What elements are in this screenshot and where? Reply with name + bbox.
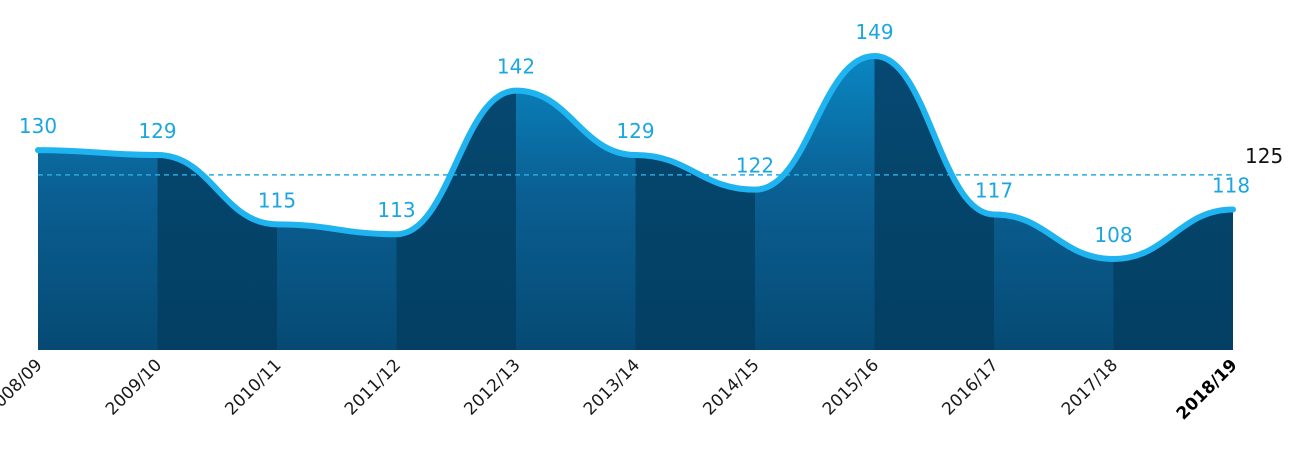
data-labels: 130 129 115 113 142 129 122 149 117 108 118 [19, 20, 1250, 247]
series-line [35, 53, 1236, 262]
data-label-2010-11: 115 [258, 188, 296, 212]
data-label-2015-16: 149 [855, 20, 893, 44]
x-tick-label-2016-17: 2016/17 [938, 355, 1002, 419]
x-tick-label-2015-16: 2015/16 [819, 355, 883, 419]
x-tick-label-2017-18: 2017/18 [1058, 355, 1122, 419]
x-tick-label-2014-15: 2014/15 [699, 355, 763, 419]
data-label-2011-12: 113 [377, 198, 415, 222]
data-label-2012-13: 142 [497, 55, 535, 79]
data-label-2008-09: 130 [19, 114, 57, 138]
reference-label: 125 [1245, 144, 1283, 168]
data-label-2016-17: 117 [975, 178, 1013, 202]
x-tick-label-2008-09: 2008/09 [0, 355, 47, 419]
x-tick-label-2011-12: 2011/12 [341, 355, 405, 419]
x-tick-label-2012-13: 2012/13 [460, 355, 524, 419]
data-label-2009-10: 129 [138, 119, 176, 143]
data-label-2014-15: 122 [736, 154, 774, 178]
data-label-2017-18: 108 [1094, 223, 1132, 247]
data-label-2013-14: 129 [616, 119, 654, 143]
x-tick-label-2013-14: 2013/14 [580, 355, 644, 419]
x-tick-label-2009-10: 2009/10 [102, 355, 166, 419]
x-tick-label-2018-19: 2018/19 [1173, 355, 1242, 424]
x-axis-tick-labels: 2008/09 2009/10 2010/11 2011/12 2012/13 2013/… [0, 355, 1242, 424]
data-label-2018-19: 118 [1212, 173, 1250, 197]
x-tick-label-2010-11: 2010/11 [221, 355, 285, 419]
